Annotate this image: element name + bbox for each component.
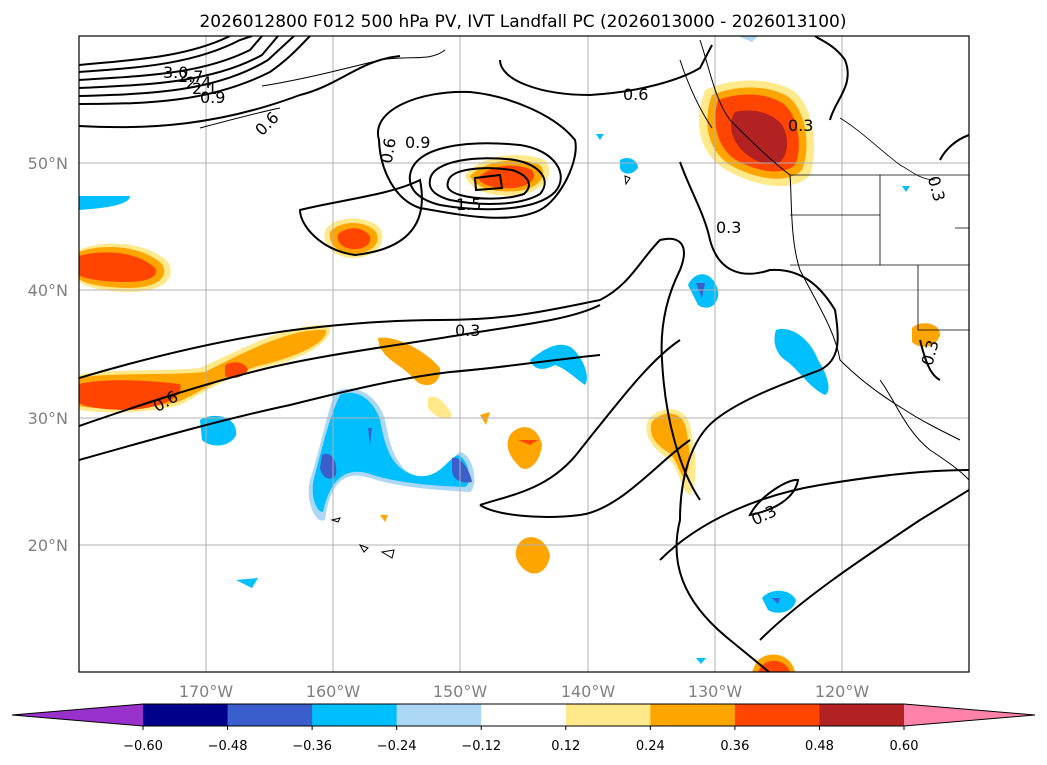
colorbar-tick-label: −0.24 — [377, 739, 417, 754]
lon-label: 170°W — [179, 682, 234, 701]
colorbar-ticks: −0.60 −0.48 −0.36 −0.24 −0.12 0.12 0.24 0.36 0.4… — [123, 726, 918, 754]
colorbar-segment — [481, 704, 567, 726]
contour-label: 1.5 — [456, 195, 481, 214]
colorbar-tick-label: −0.36 — [292, 739, 332, 754]
contour-label: 2.4 — [186, 73, 211, 92]
colorbar-extend-high — [904, 704, 1035, 726]
lon-label: 120°W — [815, 682, 870, 701]
contour-label: 0.6 — [377, 136, 400, 164]
colorbar-segment — [565, 704, 651, 726]
colorbar-segment — [819, 704, 905, 726]
contour-label: 2.1 — [192, 79, 217, 98]
contour-label: 3.0 — [163, 63, 188, 82]
colorbar-extend-low — [12, 704, 143, 726]
contour-label: 2.7 — [178, 67, 203, 86]
colorbar-segment — [227, 704, 313, 726]
colorbar-segment — [312, 704, 398, 726]
colorbar-tick-label: −0.48 — [208, 739, 248, 754]
map-title: 2026012800 F012 500 hPa PV, IVT Landfall… — [199, 12, 846, 32]
lon-label: 160°W — [306, 682, 361, 701]
lat-label: 40°N — [28, 281, 68, 300]
ivt-negative-shading — [79, 36, 910, 664]
lat-label: 50°N — [28, 154, 68, 173]
latitude-labels: 50°N 40°N 30°N 20°N — [28, 154, 68, 555]
colorbar-tick-label: −0.12 — [461, 739, 501, 754]
colorbar-segment — [734, 704, 820, 726]
lon-label: 130°W — [688, 682, 743, 701]
contour-label: 0.6 — [623, 85, 648, 104]
contour-label: 0.9 — [200, 88, 225, 107]
colorbar-tick-label: −0.60 — [123, 739, 163, 754]
colorbar-tick-label: 0.48 — [805, 739, 834, 754]
contour-label: 0.3 — [716, 218, 741, 237]
colorbar-tick-label: 0.60 — [890, 739, 919, 754]
colorbar-tick-label: 0.12 — [551, 739, 580, 754]
contour-label: 0.3 — [788, 116, 813, 135]
colorbar-segment — [143, 704, 229, 726]
colorbar — [11, 703, 1036, 727]
colorbar-segment — [396, 704, 482, 726]
lon-label: 140°W — [561, 682, 616, 701]
colorbar-segment — [650, 704, 736, 726]
longitude-labels: 170°W 160°W 150°W 140°W 130°W 120°W — [179, 682, 870, 701]
map-panel: 3.0 2.7 2.4 2.1 0.9 0.6 0.6 0.9 1.5 0.6 … — [79, 36, 969, 672]
contour-label: 0.3 — [455, 321, 480, 340]
colorbar-tick-label: 0.36 — [720, 739, 749, 754]
pv-contours — [79, 36, 969, 672]
contour-label: 0.9 — [405, 133, 430, 152]
colorbar-tick-label: 0.24 — [636, 739, 665, 754]
political-borders — [790, 117, 969, 331]
lat-label: 20°N — [28, 536, 68, 555]
map-frame — [78, 35, 970, 673]
lat-label: 30°N — [28, 409, 68, 428]
lon-label: 150°W — [433, 682, 488, 701]
